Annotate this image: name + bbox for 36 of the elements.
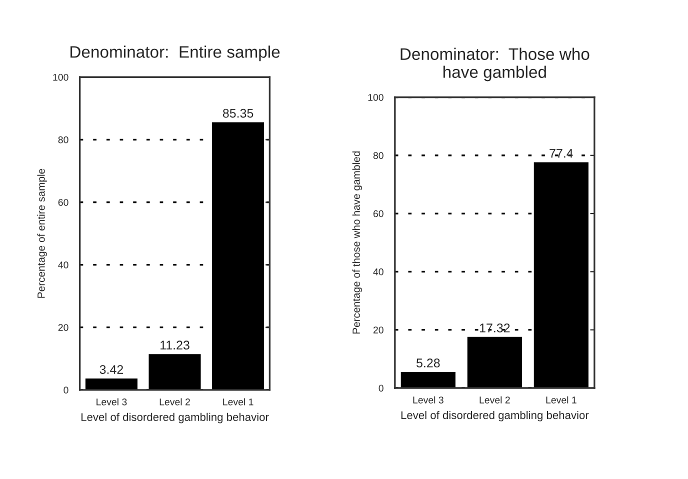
y-tick-label: 0 [378, 384, 384, 392]
x-tick-label: Level 3 [413, 396, 444, 404]
bar [148, 354, 201, 390]
chart-title: Denominator: Those who have gambled [400, 48, 590, 82]
x-axis-title: Level of disordered gambling behavior [81, 412, 269, 424]
y-tick-label: 60 [373, 210, 384, 218]
data-label: 11.23 [160, 340, 190, 350]
data-label: 5.28 [416, 358, 440, 368]
x-tick-label: Level 2 [160, 398, 190, 406]
y-tick-label: 80 [373, 152, 384, 160]
x-tick-label: Level 1 [223, 398, 254, 406]
x-tick-label: Level 2 [480, 396, 510, 404]
y-tick-label: 80 [58, 136, 68, 144]
x-tick-label: Level 1 [546, 396, 576, 404]
data-label: 3.42 [100, 365, 123, 374]
y-tick-label: 100 [53, 74, 68, 81]
data-label: 17.32 [480, 324, 510, 332]
data-label: 85.35 [222, 108, 254, 118]
x-axis-title: Level of disordered gambling behavior [401, 410, 589, 422]
y-tick-label: 20 [58, 324, 68, 331]
chart-title: Denominator: Entire sample [70, 46, 280, 62]
bar [212, 122, 264, 390]
bar [534, 162, 588, 388]
y-tick-label: 40 [58, 262, 68, 268]
y-axis-title: Percentage of entire sample [37, 168, 47, 298]
data-label: 77.4 [550, 148, 573, 158]
bar [400, 372, 456, 388]
x-tick-label: Level 3 [96, 398, 127, 406]
bar [85, 378, 138, 390]
y-tick-label: 60 [58, 198, 68, 206]
y-tick-label: 40 [373, 268, 384, 276]
y-tick-label: 0 [64, 386, 68, 394]
bar [467, 336, 522, 388]
y-axis-title: Percentage of those who have gambled [352, 151, 362, 334]
y-tick-label: 20 [373, 326, 384, 334]
y-tick-label: 100 [368, 94, 384, 101]
